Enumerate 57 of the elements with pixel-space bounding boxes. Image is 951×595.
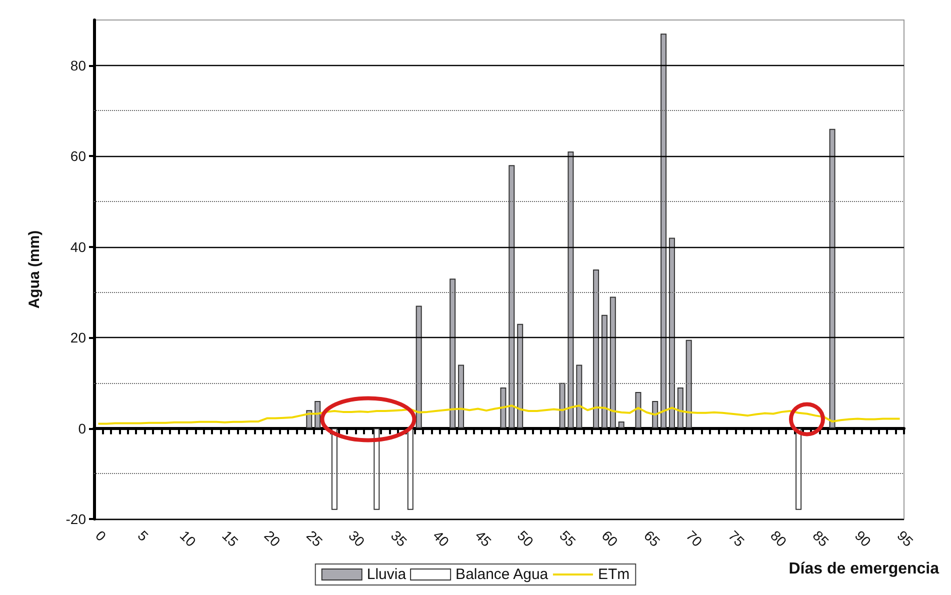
bar (635, 392, 642, 428)
y-tick-label: 60 (70, 148, 86, 164)
x-tick-label: 45 (472, 527, 495, 550)
y-tick-label: 80 (70, 57, 86, 74)
x-tick-label: 15 (219, 527, 242, 550)
x-tick-label: 5 (134, 527, 152, 544)
x-tick-label: 50 (514, 527, 537, 550)
bar (796, 428, 802, 510)
bar (593, 270, 600, 428)
bar (458, 364, 464, 428)
legend-label: Lluvia (366, 566, 407, 583)
bar (660, 34, 667, 428)
bar (652, 401, 658, 428)
legend-label: Balance Agua (456, 566, 549, 583)
x-tick-label: 65 (641, 527, 664, 550)
bar (508, 165, 515, 428)
bar (829, 128, 836, 428)
x-tick-label: 0 (92, 527, 110, 544)
x-tick-label: 55 (556, 527, 580, 550)
bar (677, 387, 684, 428)
bar (450, 278, 456, 428)
bar (500, 387, 506, 428)
bar (559, 382, 566, 428)
bar (601, 314, 608, 428)
bar (517, 324, 524, 428)
bar (618, 421, 624, 428)
bar (374, 428, 380, 510)
x-tick-label: 80 (768, 527, 790, 550)
bar (686, 340, 692, 428)
bar (668, 238, 675, 428)
bar (576, 364, 582, 428)
x-tick-label: 30 (346, 527, 368, 550)
bar (331, 428, 338, 510)
x-tick-label: 95 (894, 527, 917, 550)
bar (568, 152, 574, 428)
x-tick-label: 85 (810, 527, 832, 550)
bar (610, 296, 616, 428)
bar (407, 428, 414, 510)
bar (314, 401, 321, 428)
x-tick-label: 70 (683, 527, 706, 550)
x-tick-label: 20 (261, 527, 284, 550)
y-tick-label: 40 (70, 238, 86, 255)
x-tick-label: 35 (388, 527, 410, 550)
bar (416, 306, 422, 428)
legend-label: ETm (598, 566, 630, 583)
x-tick-label: 90 (852, 527, 874, 550)
line-series (97, 404, 901, 425)
x-tick-label: 10 (176, 527, 200, 550)
x-tick-label: 40 (430, 527, 453, 550)
y-tick-label: 0 (78, 420, 86, 436)
x-tick-label: 60 (598, 527, 622, 550)
y-tick-label: -20 (66, 511, 86, 527)
x-tick-label: 25 (304, 527, 326, 550)
y-axis-title: Agua (mm) (26, 230, 43, 309)
y-tick-label: 20 (70, 330, 86, 346)
x-tick-label: 75 (725, 527, 748, 550)
x-axis-title: Días de emergencia (788, 560, 940, 578)
